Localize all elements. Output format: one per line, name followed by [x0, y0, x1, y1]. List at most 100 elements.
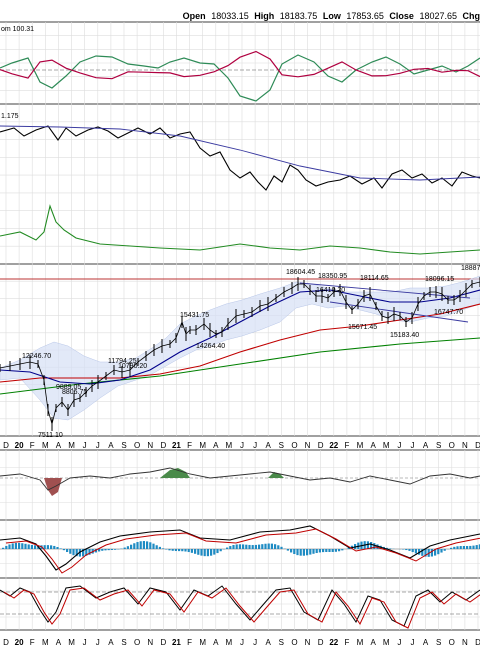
x-tick-label: D: [160, 638, 166, 647]
macd-histogram-bar: [315, 549, 318, 554]
close-label: Close: [389, 11, 414, 21]
chg-label: Chg: [462, 11, 480, 21]
ohlc-header: Open 18033.15 High 18183.75 Low 17853.65…: [180, 11, 480, 21]
macd-histogram-bar: [184, 549, 187, 552]
second-indicator-value: 1.175: [1, 113, 19, 120]
x-tick-label: F: [30, 441, 35, 450]
price-annotation: 15431.75: [180, 312, 209, 319]
x-tick-label: 22: [329, 638, 338, 647]
x-tick-label: S: [436, 638, 441, 647]
x-tick-label: A: [108, 638, 114, 647]
macd-histogram-bar: [462, 546, 465, 549]
x-tick-label: A: [266, 638, 272, 647]
macd-histogram-bar: [181, 549, 184, 552]
macd-histogram-bar: [69, 549, 72, 554]
price-annotation: 9889.05: [56, 384, 81, 391]
low-label: Low: [322, 11, 341, 21]
macd-histogram-bar: [14, 542, 17, 549]
stoch-d-line: [3, 587, 480, 629]
macd-histogram-bar: [290, 549, 293, 553]
macd-histogram-bar: [267, 543, 270, 549]
macd-histogram-bar: [469, 545, 472, 549]
macd-histogram-bar: [110, 549, 113, 551]
hist-positive-fill: [160, 468, 190, 478]
x-tick-label: A: [423, 638, 429, 647]
macd-histogram-bar: [322, 549, 325, 553]
macd-histogram-bar: [114, 549, 117, 550]
macd-histogram-bar: [411, 549, 414, 553]
ma-long-line: [0, 337, 480, 395]
macd-histogram-bar: [107, 549, 110, 551]
x-tick-label: M: [42, 638, 49, 647]
macd-histogram-bar: [152, 543, 155, 549]
macd-histogram-bar: [219, 549, 222, 552]
price-annotation: 16410.20: [316, 287, 345, 294]
macd-histogram-bar: [21, 543, 24, 549]
macd-histogram-bar: [270, 543, 273, 549]
price-annotation: 18604.45: [286, 269, 315, 276]
macd-histogram-bar: [235, 544, 238, 549]
macd-histogram-bar: [386, 547, 389, 549]
macd-histogram-bar: [325, 549, 328, 552]
macd-histogram-bar: [136, 542, 139, 549]
price-annotation: 15183.40: [390, 332, 419, 339]
price-annotation: 18887: [461, 265, 480, 272]
panels: [0, 50, 480, 629]
macd-histogram-bar: [331, 549, 334, 552]
macd-histogram-bar: [405, 549, 408, 551]
macd-histogram-bar: [142, 541, 145, 549]
macd-histogram-bar: [101, 549, 104, 551]
macd-histogram-bar: [30, 544, 33, 549]
macd-histogram-bar: [254, 544, 257, 549]
top-green-line: [0, 54, 480, 102]
macd-histogram-bar: [472, 545, 475, 549]
open-value: 18033.15: [211, 11, 249, 21]
x-tick-label: J: [410, 638, 414, 647]
macd-histogram-bar: [456, 546, 459, 549]
price-annotation: 15671.45: [348, 324, 377, 331]
macd-histogram-bar: [366, 541, 369, 549]
x-tick-label: A: [423, 441, 429, 450]
macd-histogram-bar: [123, 547, 126, 549]
macd-histogram-bar: [203, 549, 206, 557]
macd-signal-line: [5, 528, 480, 574]
macd-histogram-bar: [341, 549, 344, 551]
macd-histogram-bar: [34, 545, 37, 549]
macd-histogram-bar: [277, 545, 280, 549]
top-red-line: [0, 50, 480, 80]
macd-histogram-bar: [232, 545, 235, 549]
macd-histogram-bar: [264, 543, 267, 549]
x-tick-label: N: [147, 638, 153, 647]
x-tick-label: D: [318, 441, 324, 450]
macd-histogram-bar: [53, 545, 56, 549]
macd-histogram-bar: [450, 547, 453, 549]
x-tick-label: J: [240, 638, 244, 647]
macd-histogram-bar: [66, 549, 69, 553]
macd-histogram-bar: [178, 549, 181, 552]
macd-histogram-bar: [280, 546, 283, 549]
macd-histogram-bar: [434, 549, 437, 556]
macd-histogram-bar: [334, 549, 337, 552]
macd-histogram-bar: [213, 549, 216, 555]
macd-histogram-bar: [258, 544, 261, 549]
x-tick-label: A: [370, 638, 376, 647]
macd-histogram-bar: [187, 549, 190, 553]
x-tick-label: D: [318, 638, 324, 647]
macd-histogram-bar: [75, 549, 78, 557]
macd-histogram-bar: [149, 542, 152, 549]
x-tick-label: S: [279, 638, 284, 647]
ratio-line: [0, 125, 480, 191]
x-tick-label: A: [213, 638, 219, 647]
x-tick-label: J: [240, 441, 244, 450]
macd-histogram-bar: [8, 544, 11, 549]
x-tick-label: O: [449, 638, 455, 647]
price-annotation: 18350.95: [318, 273, 347, 280]
x-tick-label: 21: [172, 441, 181, 450]
macd-histogram-bar: [72, 549, 75, 556]
price-annotation: 18114.65: [360, 275, 389, 282]
macd-histogram-bar: [430, 549, 433, 557]
x-tick-label: F: [344, 441, 349, 450]
macd-histogram-bar: [418, 549, 421, 555]
macd-histogram-bar: [216, 549, 219, 554]
